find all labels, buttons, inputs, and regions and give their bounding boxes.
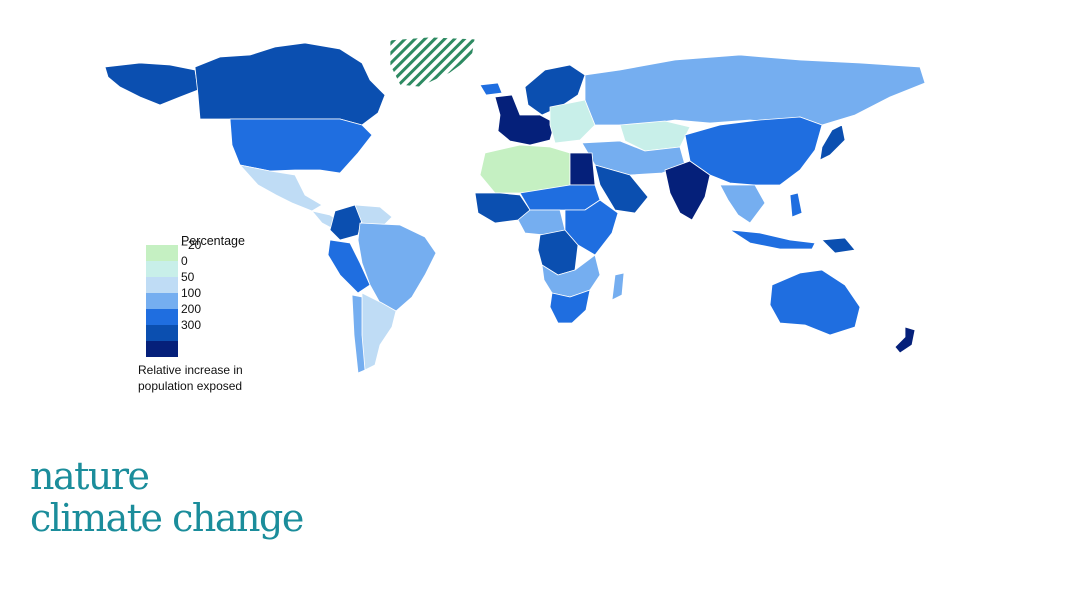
- legend-class: 300: [146, 318, 286, 341]
- legend-swatch: [146, 261, 178, 277]
- region-peru: [327, 239, 371, 294]
- journal-logo: nature climate change: [30, 454, 304, 540]
- legend-swatch: [146, 309, 178, 325]
- legend-label: 300: [181, 318, 202, 332]
- region-southeast-asia: [719, 184, 766, 224]
- legend-class: [146, 341, 286, 357]
- world-map: [100, 35, 935, 415]
- legend-class: 100: [146, 286, 286, 309]
- region-usa: [229, 118, 373, 174]
- legend-swatch: [146, 293, 178, 309]
- legend-label: 0: [181, 254, 188, 268]
- region-canada: [194, 42, 386, 126]
- region-russia: [584, 54, 926, 126]
- legend-caption: Relative increase in population exposed: [138, 363, 243, 393]
- logo-line-nature: nature: [30, 454, 150, 498]
- region-alaska: [104, 62, 199, 106]
- legend-swatch: [146, 245, 178, 261]
- region-arabia: [594, 164, 649, 214]
- legend-label: 200: [181, 302, 202, 316]
- region-chile: [351, 294, 366, 374]
- region-western-europe: [494, 94, 556, 146]
- region-new-zealand: [894, 326, 916, 354]
- legend-label: 100: [181, 286, 202, 300]
- legend-label: 50: [181, 270, 195, 284]
- logo-line-climate-change: climate change: [30, 496, 304, 540]
- region-china: [684, 116, 823, 186]
- region-papua-new-guinea: [821, 237, 856, 254]
- region-south-africa: [549, 289, 591, 324]
- region-brazil: [357, 222, 437, 312]
- region-southern-africa: [541, 254, 601, 298]
- region-mexico: [239, 164, 323, 212]
- region-japan: [819, 124, 846, 161]
- region-australia: [769, 269, 861, 336]
- legend-swatch: [146, 277, 178, 293]
- region-east-africa: [564, 199, 619, 256]
- region-scandinavia: [524, 64, 586, 116]
- region-madagascar: [611, 272, 625, 301]
- legend-swatch: [146, 325, 178, 341]
- region-north-africa: [479, 144, 571, 194]
- legend-class: 200: [146, 302, 286, 325]
- legend-class: 50: [146, 270, 286, 293]
- region-egypt: [569, 152, 596, 186]
- region-philippines: [789, 192, 803, 218]
- legend-class: −20: [146, 238, 286, 261]
- legend-class: 0: [146, 254, 286, 277]
- region-indonesia: [729, 229, 816, 250]
- region-venezuela: [354, 204, 393, 228]
- legend-label: −20: [181, 238, 202, 252]
- legend-title: Percentage: [181, 234, 245, 248]
- region-iceland: [479, 82, 503, 96]
- region-greenland: [389, 36, 476, 88]
- legend-swatch: [146, 341, 178, 357]
